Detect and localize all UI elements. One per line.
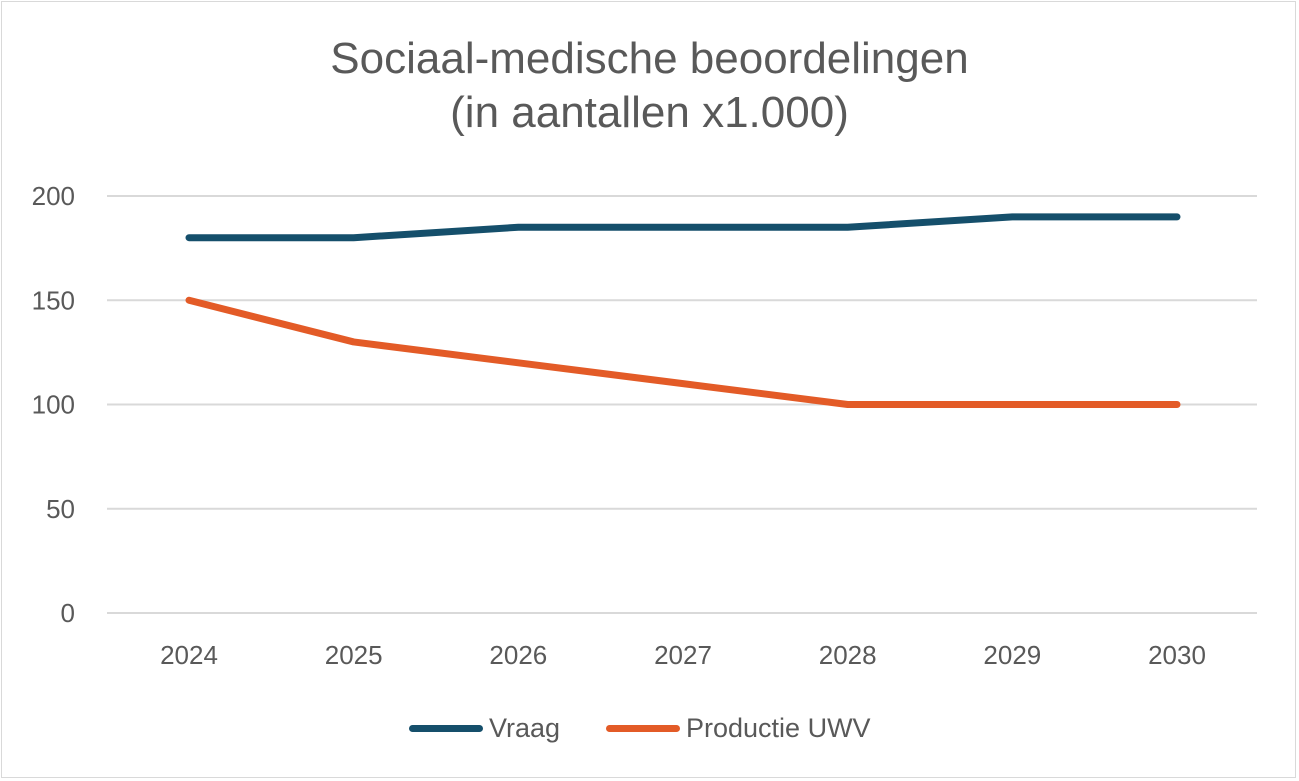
- x-tick-label-2024: 2024: [160, 640, 218, 670]
- y-tick-label-200: 200: [32, 181, 75, 211]
- legend-swatch-productie-uwv: [606, 724, 680, 732]
- legend-item-vraag: Vraag: [409, 706, 560, 750]
- y-tick-label-150: 150: [32, 285, 75, 315]
- chart-title-line: Sociaal-medische beoordelingen: [330, 34, 969, 83]
- x-tick-label-2026: 2026: [489, 640, 547, 670]
- y-tick-label-100: 100: [32, 390, 75, 420]
- legend: Vraag Productie UWV: [0, 706, 1299, 750]
- x-tick-label-2029: 2029: [983, 640, 1041, 670]
- series-line-productie-uwv: [185, 296, 1181, 408]
- x-tick-label-2030: 2030: [1148, 640, 1206, 670]
- y-tick-label-50: 50: [46, 494, 75, 524]
- series-lines: [185, 213, 1181, 408]
- y-tick-label-0: 0: [61, 598, 75, 628]
- x-tick-label-2027: 2027: [654, 640, 712, 670]
- series-line-vraag: [185, 213, 1181, 242]
- y-axis-tick-labels: 0 50 100 150 200: [32, 181, 75, 628]
- legend-label-productie-uwv: Productie UWV: [686, 712, 871, 743]
- x-tick-label-2028: 2028: [819, 640, 877, 670]
- chart-subtitle-line: (in aantallen x1.000): [450, 88, 849, 137]
- x-axis-tick-labels: 2024 2025 2026 2027 2028 2029 2030: [160, 640, 1206, 670]
- legend-swatch-vraag: [409, 724, 483, 732]
- x-tick-label-2025: 2025: [325, 640, 383, 670]
- chart-title: Sociaal-medische beoordelingen (in aanta…: [0, 32, 1299, 140]
- legend-label-vraag: Vraag: [489, 712, 561, 743]
- legend-item-productie-uwv: Productie UWV: [606, 706, 871, 750]
